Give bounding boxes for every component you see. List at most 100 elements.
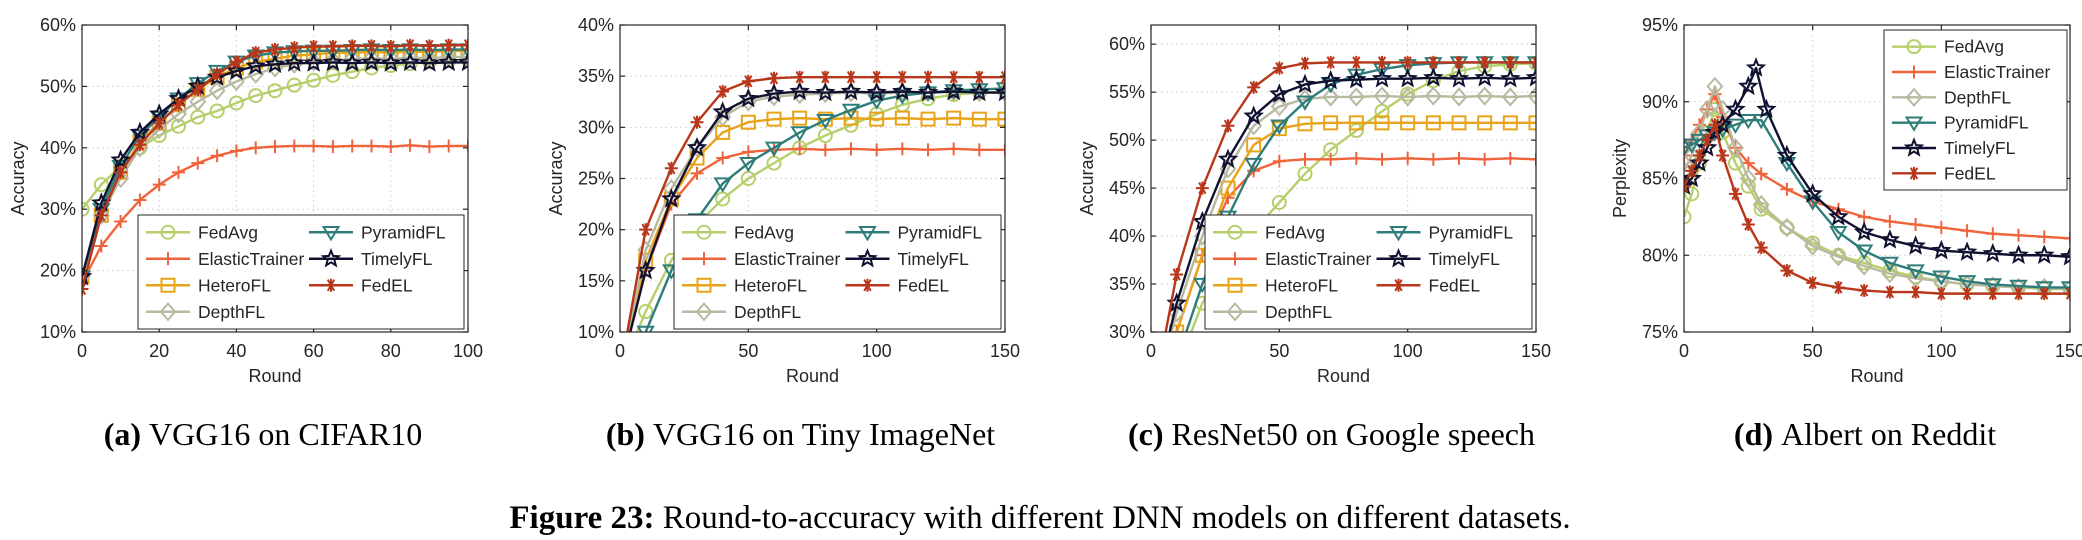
series-fedel bbox=[626, 70, 1005, 332]
data-point-elastictrainer bbox=[1298, 152, 1312, 166]
x-tick-label: 40 bbox=[226, 341, 246, 361]
y-tick-label: 50% bbox=[40, 76, 76, 96]
data-point-timelyfl bbox=[943, 80, 964, 101]
data-point-depthfl bbox=[1501, 87, 1519, 107]
data-point-elastictrainer bbox=[1857, 210, 1871, 224]
data-point-heterofl bbox=[1451, 115, 1467, 131]
data-point-fedel bbox=[664, 161, 678, 175]
series-line-depthfl bbox=[1170, 94, 1536, 332]
data-point-elastictrainer bbox=[403, 138, 417, 152]
legend-entry-timelyfl: TimelyFL bbox=[1892, 137, 2016, 158]
data-point-fedel bbox=[1831, 280, 1845, 294]
data-point-timelyfl bbox=[226, 60, 247, 80]
x-tick-label: 0 bbox=[615, 341, 625, 361]
series-timelyfl bbox=[82, 51, 468, 286]
legend-marker bbox=[159, 302, 177, 322]
legend-label: FedAvg bbox=[1265, 222, 1325, 242]
legend-label: FedAvg bbox=[1944, 37, 2004, 57]
data-point-fedavg bbox=[1271, 194, 1287, 210]
axes-frame bbox=[81, 24, 469, 333]
data-point-timelyfl bbox=[1689, 152, 1710, 172]
legend-marker bbox=[1907, 166, 1921, 180]
data-point-timelyfl bbox=[1956, 241, 1978, 261]
y-tick-label: 20% bbox=[40, 261, 76, 281]
data-point-fedel bbox=[870, 70, 884, 84]
data-point-elastictrainer bbox=[1754, 167, 1768, 181]
series-fedel bbox=[1684, 118, 2070, 301]
data-point-elastictrainer bbox=[210, 149, 224, 163]
data-point-heterofl bbox=[1400, 115, 1416, 131]
legend-label: FedEL bbox=[1944, 163, 1996, 183]
x-tick-label: 50 bbox=[738, 341, 758, 361]
data-point-timelyfl bbox=[1802, 183, 1823, 203]
data-point-elastictrainer bbox=[442, 139, 456, 153]
data-point-depthfl bbox=[1804, 236, 1822, 256]
data-point-heterofl bbox=[1425, 115, 1441, 131]
data-point-timelyfl bbox=[1853, 221, 1875, 241]
series-fedel bbox=[82, 38, 468, 296]
series-group bbox=[1684, 57, 2070, 301]
data-point-fedavg bbox=[248, 88, 264, 104]
data-point-pyramidfl bbox=[2009, 279, 2028, 296]
legend-label: ElasticTrainer bbox=[1944, 62, 2050, 82]
data-point-timelyfl bbox=[1294, 73, 1316, 94]
series-line-elastictrainer bbox=[629, 147, 1005, 332]
data-point-elastictrainer bbox=[2012, 228, 2026, 242]
data-point-timelyfl bbox=[264, 53, 286, 74]
data-point-depthfl bbox=[150, 119, 168, 140]
data-point-timelyfl bbox=[612, 365, 627, 380]
data-point-timelyfl bbox=[457, 51, 468, 72]
legend-label: PyramidFL bbox=[898, 222, 983, 242]
series-fedel bbox=[1164, 55, 1536, 332]
data-point-timelyfl bbox=[1982, 242, 2004, 263]
data-point-timelyfl bbox=[1725, 98, 1746, 119]
data-point-fedavg bbox=[344, 64, 360, 80]
data-point-depthfl bbox=[637, 240, 655, 260]
data-point-fedavg bbox=[209, 103, 225, 119]
data-point-timelyfl bbox=[1931, 239, 1952, 260]
data-point-elastictrainer bbox=[972, 143, 986, 157]
data-point-fedel bbox=[191, 82, 205, 96]
x-tick-label: 0 bbox=[77, 341, 87, 361]
data-point-pyramidfl bbox=[1854, 244, 1874, 260]
y-axis-label: Accuracy bbox=[1077, 141, 1097, 215]
data-point-depthfl bbox=[208, 81, 226, 101]
data-point-timelyfl bbox=[419, 52, 440, 72]
legend-marker bbox=[696, 224, 712, 240]
legend-marker bbox=[321, 226, 341, 242]
data-point-elastictrainer bbox=[690, 166, 704, 180]
data-point-pyramidfl bbox=[636, 325, 655, 332]
data-point-elastictrainer bbox=[741, 145, 755, 159]
data-point-elastictrainer bbox=[287, 139, 301, 153]
data-point-depthfl bbox=[1739, 168, 1757, 189]
data-point-elastictrainer bbox=[2037, 230, 2051, 244]
legend-marker bbox=[161, 252, 175, 266]
data-point-heterofl bbox=[946, 110, 962, 126]
data-point-depthfl bbox=[1527, 86, 1536, 106]
data-point-elastictrainer bbox=[921, 143, 935, 157]
data-point-timelyfl bbox=[129, 121, 151, 142]
data-point-depthfl bbox=[1684, 161, 1693, 181]
data-point-fedel bbox=[895, 70, 909, 84]
data-point-fedel bbox=[793, 70, 807, 84]
series-line-fedel bbox=[626, 75, 1005, 332]
data-point-timelyfl bbox=[1696, 136, 1718, 157]
legend-label: DepthFL bbox=[1265, 302, 1332, 322]
x-tick-label: 60 bbox=[304, 341, 324, 361]
data-point-timelyfl bbox=[815, 81, 836, 102]
x-tick-label: 150 bbox=[2055, 341, 2082, 361]
data-point-pyramidfl bbox=[739, 156, 758, 173]
x-tick-label: 20 bbox=[149, 341, 169, 361]
legend-box bbox=[1883, 29, 2068, 191]
data-point-pyramidfl bbox=[713, 177, 732, 193]
data-point-timelyfl bbox=[438, 51, 459, 72]
data-point-pyramidfl bbox=[613, 368, 628, 380]
data-point-heterofl bbox=[740, 114, 756, 130]
data-point-elastictrainer bbox=[1349, 151, 1363, 165]
subfigure-title: VGG16 on CIFAR10 bbox=[149, 416, 422, 452]
data-point-elastictrainer bbox=[1503, 151, 1517, 165]
legend-entry-pyramidfl: PyramidFL bbox=[1376, 222, 1513, 242]
legend-label: TimelyFL bbox=[898, 249, 970, 269]
x-axis-label: Round bbox=[248, 366, 301, 386]
